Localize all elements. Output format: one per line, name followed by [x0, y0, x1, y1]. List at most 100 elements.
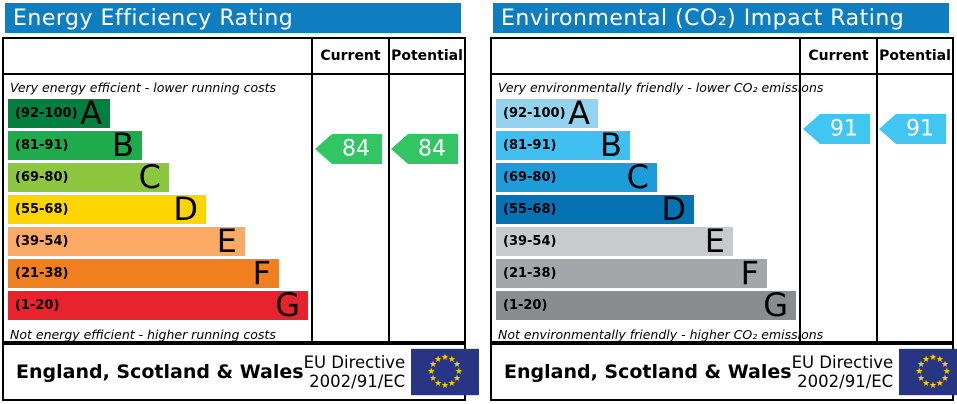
band-range-label: (39-54) [15, 234, 69, 249]
band-row-d: (55-68) D [8, 193, 206, 225]
current-rating-value: 91 [830, 117, 858, 142]
band-row-a: (92-100) A [8, 94, 110, 132]
band-range-label: (39-54) [503, 234, 557, 249]
band-row-a: (92-100) A [496, 94, 598, 132]
band-row-c: (69-80) C [8, 158, 169, 196]
band-row-c: (69-80) C [496, 158, 657, 196]
svg-text:★: ★ [936, 355, 944, 365]
energy-efficiency-panel: Energy Efficiency Rating Current Potenti… [1, 0, 480, 404]
band-range-label: (69-80) [503, 170, 557, 185]
svg-text:★: ★ [929, 353, 937, 363]
band-letter: F [740, 254, 759, 292]
potential-rating-value: 91 [906, 117, 934, 142]
svg-text:★: ★ [917, 374, 925, 384]
column-divider [388, 39, 390, 341]
svg-text:★: ★ [455, 367, 463, 377]
svg-text:★: ★ [448, 379, 456, 389]
band-range-label: (1-20) [15, 298, 60, 313]
svg-text:★: ★ [448, 355, 456, 365]
column-header-potential: Potential [879, 48, 951, 64]
band-row-e: (39-54) E [496, 225, 733, 257]
column-divider [876, 39, 878, 341]
environmental-rating-table: Current Potential Very environmentally f… [490, 37, 954, 343]
svg-text:★: ★ [453, 374, 461, 384]
current-rating-arrow: 84 [315, 134, 382, 164]
band-letter: E [216, 222, 237, 260]
svg-text:★: ★ [429, 374, 437, 384]
band-row-g: (1-20) G [8, 286, 308, 324]
column-divider [311, 39, 313, 341]
band-row-d: (55-68) D [496, 190, 694, 228]
current-rating-value: 84 [342, 137, 370, 162]
band-letter: A [568, 94, 590, 132]
band-letter: C [626, 158, 649, 196]
band-letter: G [763, 286, 788, 324]
eu-flag-icon: ★ ★ ★ ★ ★ ★ ★ ★ ★ ★ ★ ★ [899, 348, 957, 396]
band-range-label: (81-91) [15, 138, 69, 153]
potential-rating-arrow: 91 [879, 114, 946, 144]
svg-text:★: ★ [941, 374, 949, 384]
band-letter: A [80, 94, 102, 132]
current-rating-arrow: 91 [803, 114, 870, 144]
potential-rating-arrow: 84 [391, 134, 458, 164]
energy-rating-table: Current Potential Very energy efficient … [2, 37, 466, 343]
band-range-label: (55-68) [503, 202, 557, 217]
top-caption: Very energy efficient - lower running co… [10, 80, 277, 95]
svg-text:★: ★ [929, 381, 937, 391]
band-letter: B [600, 126, 622, 164]
svg-text:★: ★ [427, 367, 435, 377]
band-letter: B [112, 126, 134, 164]
column-header-current: Current [808, 48, 869, 64]
band-range-label: (92-100) [503, 106, 566, 121]
band-letter: C [138, 158, 161, 196]
svg-text:★: ★ [915, 367, 923, 377]
svg-text:★: ★ [943, 367, 951, 377]
band-letter: G [275, 286, 300, 324]
top-caption: Very environmentally friendly - lower CO… [498, 80, 824, 95]
band-range-label: (21-38) [15, 266, 69, 281]
header-divider [4, 73, 464, 75]
band-row-f: (21-38) F [496, 254, 767, 292]
region-label: England, Scotland & Wales [504, 361, 792, 383]
svg-text:★: ★ [917, 360, 925, 370]
svg-text:★: ★ [441, 381, 449, 391]
band-row-b: (81-91) B [496, 126, 630, 164]
band-row-f: (21-38) F [8, 254, 279, 292]
band-letter: F [252, 254, 271, 292]
band-range-label: (81-91) [503, 138, 557, 153]
potential-rating-value: 84 [418, 137, 446, 162]
svg-text:★: ★ [434, 355, 442, 365]
energy-title-bar: Energy Efficiency Rating [5, 3, 461, 33]
eu-flag-icon: ★ ★ ★ ★ ★ ★ ★ ★ ★ ★ ★ ★ [411, 348, 480, 396]
svg-text:★: ★ [434, 379, 442, 389]
panel-title: Energy Efficiency Rating [13, 5, 294, 31]
band-letter: D [661, 190, 686, 228]
svg-text:★: ★ [429, 360, 437, 370]
svg-text:★: ★ [922, 379, 930, 389]
band-range-label: (69-80) [15, 170, 69, 185]
svg-text:★: ★ [922, 355, 930, 365]
svg-text:★: ★ [441, 353, 449, 363]
band-row-b: (81-91) B [8, 126, 142, 164]
region-label: England, Scotland & Wales [16, 361, 304, 383]
bottom-caption: Not environmentally friendly - higher CO… [498, 327, 824, 342]
panel-footer: England, Scotland & Wales EU Directive 2… [2, 343, 480, 401]
band-range-label: (1-20) [503, 298, 548, 313]
band-range-label: (55-68) [15, 202, 69, 217]
eu-directive-label: EU Directive 2002/91/EC [303, 353, 406, 391]
environmental-impact-panel: Environmental (CO₂) Impact Rating Curren… [489, 0, 957, 404]
header-divider [492, 73, 952, 75]
column-header-potential: Potential [391, 48, 463, 64]
band-range-label: (21-38) [503, 266, 557, 281]
column-header-current: Current [320, 48, 381, 64]
panel-title: Environmental (CO₂) Impact Rating [501, 5, 905, 31]
svg-text:★: ★ [941, 360, 949, 370]
panel-footer: England, Scotland & Wales EU Directive 2… [490, 343, 957, 401]
svg-text:★: ★ [936, 379, 944, 389]
band-row-e: (39-54) E [8, 222, 245, 260]
band-row-g: (1-20) G [496, 286, 796, 324]
band-range-label: (92-100) [15, 106, 78, 121]
column-divider [799, 39, 801, 341]
eu-directive-label: EU Directive 2002/91/EC [791, 353, 894, 391]
